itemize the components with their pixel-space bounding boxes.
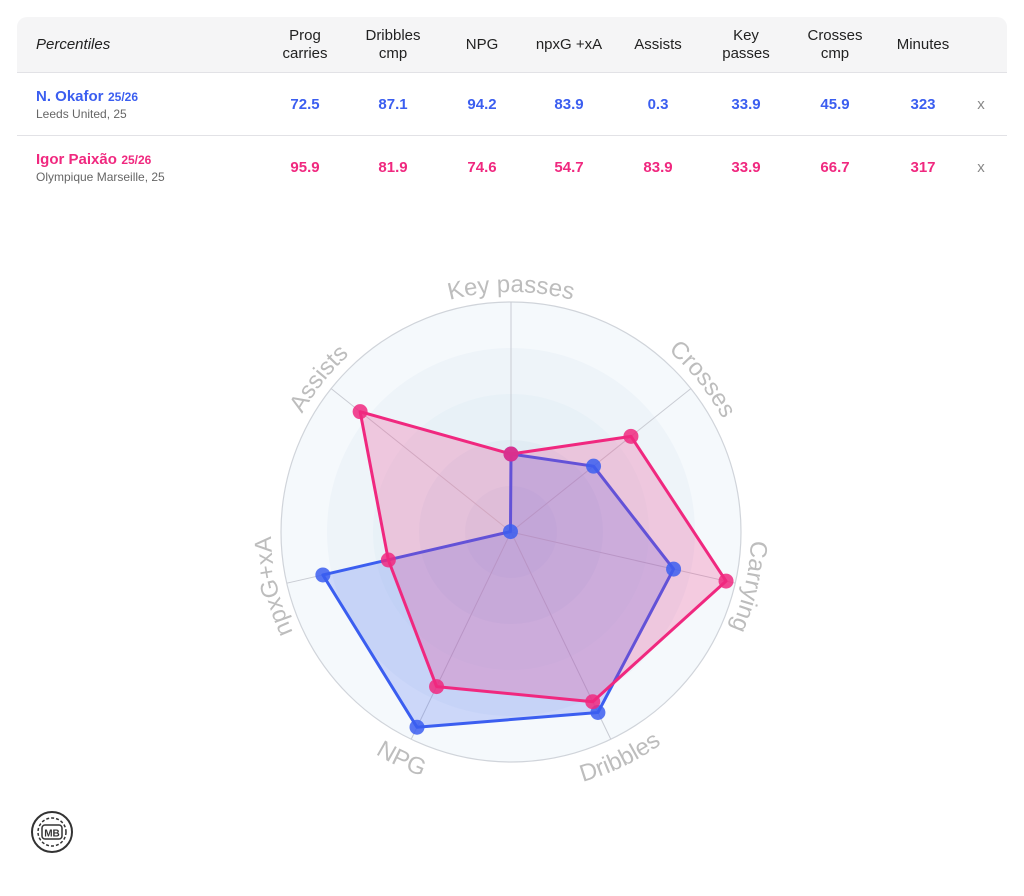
logo-text: MB: [44, 829, 60, 840]
radar-point: [586, 458, 602, 474]
radar-point: [718, 573, 734, 589]
player-season: 25/26: [121, 152, 152, 167]
player-club: Leeds United, 25: [36, 106, 127, 121]
column-header[interactable]: Assists: [634, 35, 682, 53]
remove-player-button[interactable]: x: [977, 95, 985, 113]
player-row-okafor: N. Okafor 25/26 Leeds United, 25 x 72.5 8…: [17, 73, 1007, 136]
percentiles-table: Percentiles Prog carries Dribbles cmp NPG n…: [17, 17, 1007, 198]
radar-point: [503, 446, 519, 462]
radar-point: [585, 694, 601, 710]
player-club: Olympique Marseille, 25: [36, 169, 165, 184]
column-header[interactable]: Crosses cmp: [807, 26, 863, 62]
column-header[interactable]: Key passes: [722, 26, 770, 62]
stat-value: 94.2: [467, 95, 497, 113]
radar-series-0: [321, 452, 676, 729]
column-header[interactable]: Minutes: [896, 35, 950, 53]
stat-value: 87.1: [378, 95, 408, 113]
radar-series-1: [358, 410, 728, 704]
player-name[interactable]: N. Okafor: [36, 87, 104, 105]
column-header[interactable]: Prog carries: [282, 26, 328, 62]
radar-point: [502, 524, 518, 540]
radar-spoke: [410, 531, 512, 740]
stat-value: 74.6: [467, 158, 497, 176]
radar-point: [429, 679, 445, 695]
stat-value: 45.9: [820, 95, 850, 113]
radar-point: [666, 561, 682, 577]
remove-player-button[interactable]: x: [977, 158, 985, 176]
stat-value: 83.9: [554, 95, 584, 113]
stat-value: 33.9: [731, 95, 761, 113]
table-header: Percentiles Prog carries Dribbles cmp NPG n…: [17, 17, 1007, 73]
mb-logo: MB: [31, 811, 73, 853]
radar-point: [315, 567, 331, 583]
player-season: 25/26: [107, 89, 138, 104]
radar-point: [409, 719, 425, 735]
stat-value: 83.9: [643, 158, 673, 176]
player-info: Igor Paixão 25/26 Olympique Marseille, 2…: [36, 136, 165, 198]
stat-value: 54.7: [554, 158, 584, 176]
stat-value: 95.9: [290, 158, 320, 176]
axis-label: Key passes: [445, 271, 577, 306]
stat-value: 66.7: [820, 158, 850, 176]
column-header[interactable]: npxG +xA: [535, 35, 603, 53]
table-title: Percentiles: [36, 36, 111, 53]
player-row-paixao: Igor Paixão 25/26 Olympique Marseille, 2…: [17, 136, 1007, 198]
stat-value: 0.3: [647, 95, 669, 113]
stat-value: 72.5: [290, 95, 320, 113]
stat-value: 33.9: [731, 158, 761, 176]
stat-value: 81.9: [378, 158, 408, 176]
column-header[interactable]: Dribbles cmp: [365, 26, 421, 62]
radar-spoke: [510, 531, 736, 584]
stat-value: 323: [910, 95, 936, 113]
radar-point: [380, 552, 396, 568]
radar-point: [623, 428, 639, 444]
player-info: N. Okafor 25/26 Leeds United, 25: [36, 73, 138, 135]
radar-point: [352, 404, 368, 420]
player-name[interactable]: Igor Paixão: [36, 150, 117, 168]
column-header[interactable]: NPG: [465, 35, 499, 53]
radar-spoke: [510, 388, 692, 533]
stat-value: 317: [910, 158, 936, 176]
radar-chart: Key passesCrossesCarryingDribblesNPGnpxG…: [250, 271, 772, 788]
